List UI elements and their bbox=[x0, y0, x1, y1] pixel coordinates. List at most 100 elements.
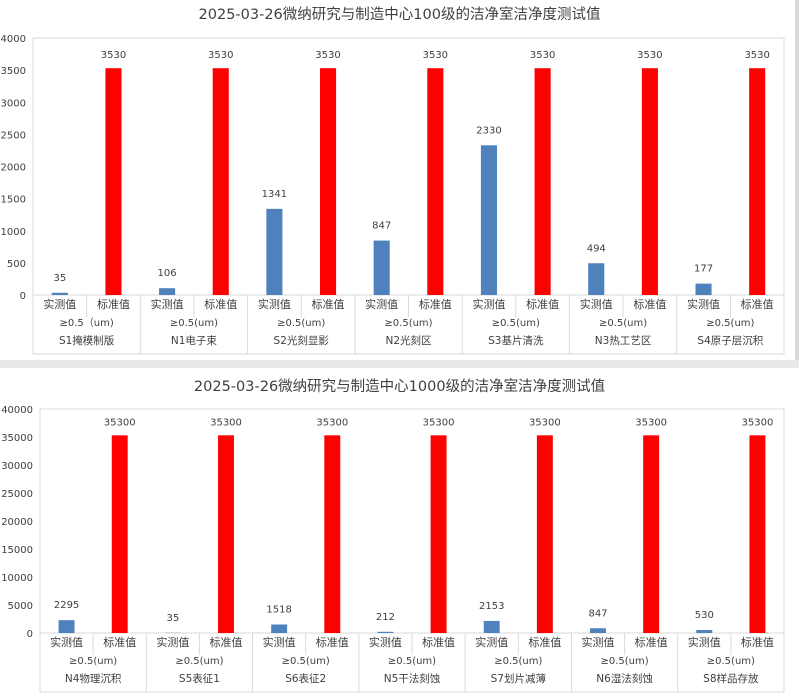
size-label: ≥0.5(um) bbox=[706, 318, 754, 329]
y-tick-label: 500 bbox=[7, 259, 26, 270]
data-label-measured: 1341 bbox=[262, 189, 287, 200]
series-label-measured: 实测值 bbox=[263, 635, 296, 649]
data-label-standard: 35300 bbox=[529, 417, 561, 428]
bar-standard bbox=[536, 435, 553, 633]
room-label: S2光刻显影 bbox=[274, 334, 330, 347]
bar-standard bbox=[324, 435, 341, 633]
size-label: ≥0.5(um) bbox=[69, 656, 117, 667]
series-label-measured: 实测值 bbox=[258, 297, 291, 311]
size-label: ≥0.5(um) bbox=[170, 318, 218, 329]
data-label-measured: 847 bbox=[372, 221, 391, 232]
y-tick-label: 15000 bbox=[1, 545, 33, 556]
bar-standard bbox=[641, 68, 658, 295]
series-label-standard: 标准值 bbox=[103, 635, 136, 649]
bar-measured bbox=[266, 208, 283, 295]
series-label-standard: 标准值 bbox=[419, 297, 452, 311]
bar-standard bbox=[643, 435, 660, 633]
data-label-standard: 3530 bbox=[423, 50, 448, 61]
series-label-standard: 标准值 bbox=[312, 297, 345, 311]
data-label-standard: 35300 bbox=[635, 417, 667, 428]
data-label-standard: 35300 bbox=[742, 417, 774, 428]
data-label-standard: 3530 bbox=[101, 50, 126, 61]
series-label-standard: 标准值 bbox=[633, 297, 666, 311]
series-label-standard: 标准值 bbox=[741, 297, 774, 311]
y-tick-label: 2500 bbox=[1, 130, 26, 141]
plot-area bbox=[32, 37, 785, 296]
series-label-measured: 实测值 bbox=[151, 297, 184, 311]
data-label-standard: 3530 bbox=[530, 50, 555, 61]
room-label: N4物理沉积 bbox=[65, 672, 122, 685]
chart-1000-class: 0 5000 10000 15000 20000 25000 30000 35000 40000… bbox=[1, 405, 785, 693]
room-label: N2光刻区 bbox=[385, 334, 431, 347]
size-label: ≥0.5(um) bbox=[282, 656, 330, 667]
series-label-measured: 实测值 bbox=[688, 635, 721, 649]
y-tick-label: 0 bbox=[27, 629, 33, 640]
y-tick-label: 25000 bbox=[1, 489, 33, 500]
bar-measured bbox=[590, 628, 606, 633]
room-label: N3热工艺区 bbox=[595, 334, 652, 347]
chart-panel-1000: 0 5000 10000 15000 20000 25000 30000 35000 40000… bbox=[0, 368, 799, 693]
series-label-standard: 标准值 bbox=[422, 635, 455, 649]
data-label-standard: 35300 bbox=[104, 417, 136, 428]
data-label-measured: 35 bbox=[53, 273, 66, 284]
bar-measured bbox=[271, 624, 288, 633]
series-label-standard: 标准值 bbox=[210, 635, 243, 649]
data-label-standard: 3530 bbox=[315, 50, 340, 61]
y-tick-label: 3000 bbox=[1, 98, 26, 109]
size-label: ≥0.5（um) bbox=[60, 317, 114, 329]
bar-standard bbox=[749, 435, 766, 633]
data-label-measured: 212 bbox=[376, 612, 395, 623]
bar-standard bbox=[534, 68, 551, 295]
series-label-standard: 标准值 bbox=[526, 297, 559, 311]
room-label: S6表征2 bbox=[285, 672, 326, 685]
bar-standard bbox=[218, 435, 234, 633]
y-tick-label: 1500 bbox=[1, 195, 26, 206]
data-label-standard: 3530 bbox=[744, 50, 769, 61]
chart-title: 2025-03-26微纳研究与制造中心100级的洁净室洁净度测试值 bbox=[198, 7, 601, 23]
series-label-standard: 标准值 bbox=[204, 297, 237, 311]
series-label-measured: 实测值 bbox=[580, 297, 613, 311]
bar-measured bbox=[58, 620, 75, 633]
size-label: ≥0.5(um) bbox=[384, 318, 432, 329]
series-label-measured: 实测值 bbox=[472, 297, 505, 311]
data-label-standard: 35300 bbox=[423, 417, 455, 428]
data-label-standard: 3530 bbox=[637, 50, 662, 61]
data-label-measured: 847 bbox=[588, 608, 607, 619]
room-label: N1电子束 bbox=[171, 334, 218, 347]
data-label-measured: 106 bbox=[158, 268, 177, 279]
room-label: S7划片减薄 bbox=[491, 672, 546, 685]
bar-measured bbox=[51, 292, 68, 295]
bar-measured bbox=[373, 240, 390, 295]
bar-measured bbox=[159, 288, 176, 295]
chart-title: 2025-03-26微纳研究与制造中心1000级的洁净室洁净度测试值 bbox=[193, 379, 606, 395]
y-tick-label: 4000 bbox=[1, 34, 26, 45]
data-label-measured: 2330 bbox=[476, 125, 501, 136]
bar-standard bbox=[212, 68, 229, 295]
chart-100-class: 0 500 1000 1500 2000 2500 3000 3500 4000 35 3530 实测… bbox=[1, 34, 785, 355]
y-tick-label: 1000 bbox=[1, 227, 26, 238]
y-tick-label: 40000 bbox=[1, 405, 33, 416]
bar-standard bbox=[427, 68, 444, 295]
room-label: S3基片清洗 bbox=[488, 334, 544, 347]
size-label: ≥0.5(um) bbox=[494, 656, 542, 667]
data-label-measured: 177 bbox=[694, 264, 713, 275]
series-label-standard: 标准值 bbox=[741, 635, 774, 649]
y-tick-label: 2000 bbox=[1, 163, 26, 174]
bar-measured bbox=[480, 145, 498, 295]
bar-measured bbox=[695, 283, 712, 295]
data-label-measured: 1518 bbox=[266, 604, 291, 615]
bar-measured bbox=[696, 630, 713, 633]
panel-separator bbox=[0, 360, 799, 368]
bar-standard bbox=[111, 435, 128, 633]
series-label-measured: 实测值 bbox=[156, 635, 189, 649]
right-edge bbox=[795, 0, 799, 360]
room-label: N6湿法刻蚀 bbox=[596, 672, 653, 685]
series-label-measured: 实测值 bbox=[369, 635, 402, 649]
size-label: ≥0.5(um) bbox=[599, 318, 647, 329]
series-label-measured: 实测值 bbox=[475, 635, 508, 649]
size-label: ≥0.5(um) bbox=[707, 656, 755, 667]
bar-measured bbox=[377, 631, 394, 633]
series-label-measured: 实测值 bbox=[43, 297, 76, 311]
size-label: ≥0.5(um) bbox=[388, 656, 436, 667]
room-label: N5干法刻蚀 bbox=[384, 672, 441, 685]
